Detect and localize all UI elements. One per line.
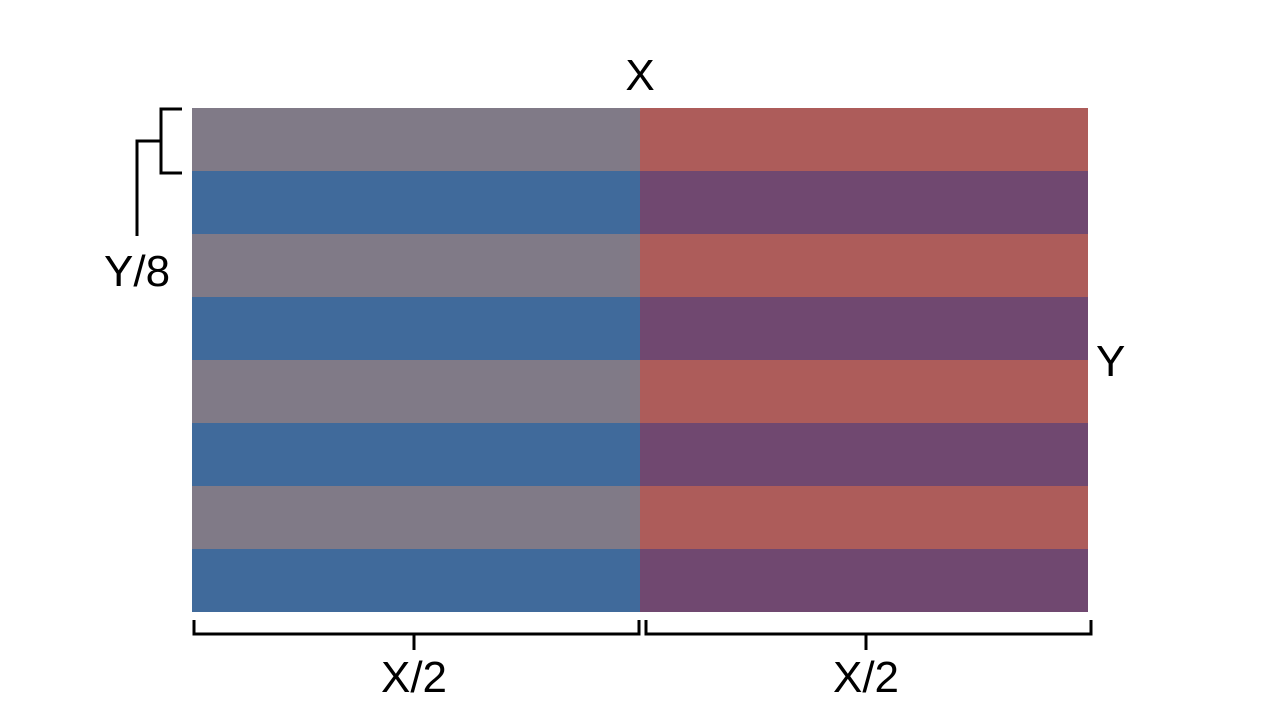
stripe-left-5: [192, 360, 640, 423]
width-label: X: [625, 51, 655, 100]
stripe-right-2: [640, 171, 1088, 234]
stripe-right-4: [640, 297, 1088, 360]
right-half-label: X/2: [832, 653, 900, 702]
stripe-left-6: [192, 423, 640, 486]
right-half-bracket: [644, 620, 1093, 650]
stripe-right-8: [640, 549, 1088, 612]
height-label: Y: [1096, 337, 1126, 386]
stripe-right-3: [640, 234, 1088, 297]
left-half-label: X/2: [380, 653, 448, 702]
stripe-left-4: [192, 297, 640, 360]
stripe-left-8: [192, 549, 640, 612]
stripe-right-5: [640, 360, 1088, 423]
stripe-left-2: [192, 171, 640, 234]
y8-bracket: [135, 107, 182, 236]
stripe-grid: [192, 108, 1088, 612]
stripe-right-6: [640, 423, 1088, 486]
stripe-left-3: [192, 234, 640, 297]
stripe-left-1: [192, 108, 640, 171]
stripe-right-7: [640, 486, 1088, 549]
stripe-height-label: Y/8: [104, 247, 171, 296]
stripe-right-1: [640, 108, 1088, 171]
stripe-left-7: [192, 486, 640, 549]
left-half-bracket: [192, 620, 641, 650]
